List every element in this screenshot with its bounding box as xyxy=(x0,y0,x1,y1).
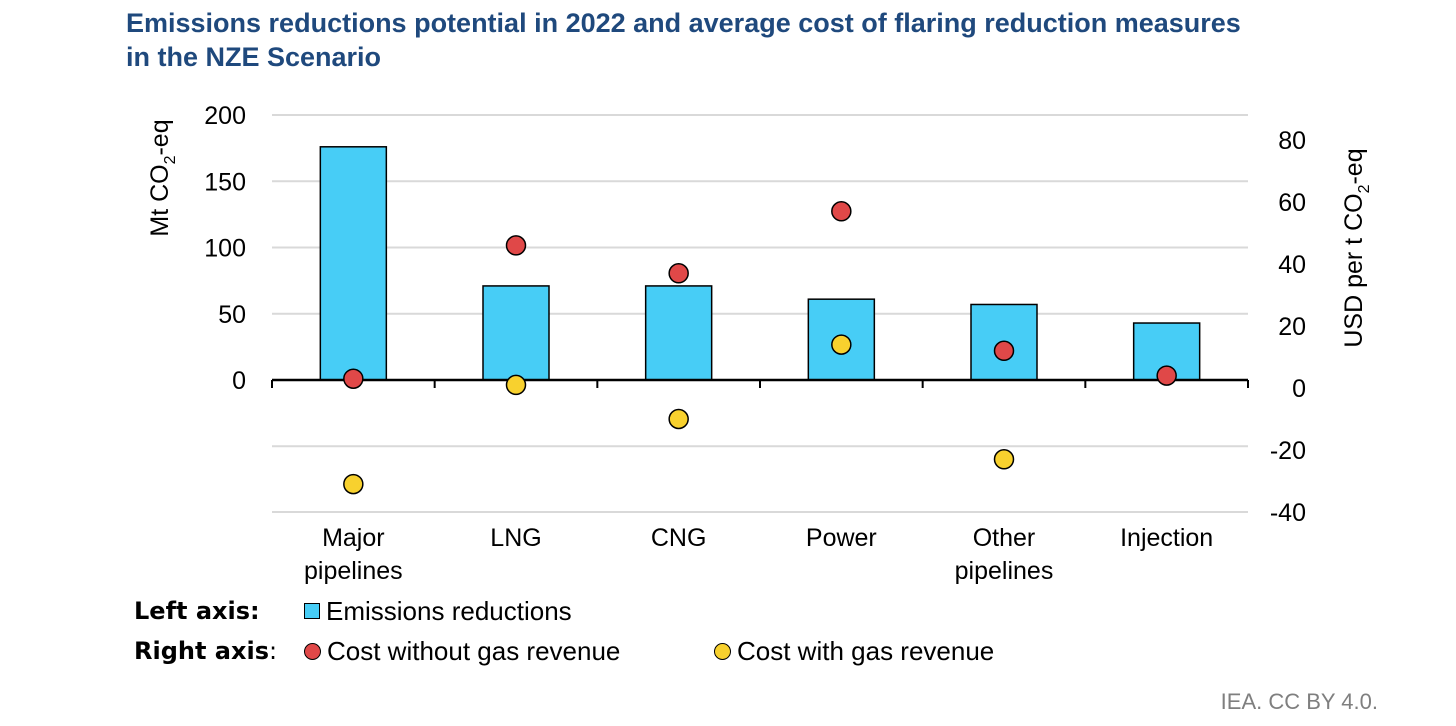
dot-series xyxy=(343,201,1177,495)
category-label: Injection xyxy=(1120,524,1213,552)
gridlines xyxy=(272,114,1248,513)
legend-item-cost-without-gas-revenue: Cost without gas revenue xyxy=(304,636,714,667)
dot-cost-without-gas-revenue xyxy=(505,235,527,256)
right-axis-title: USD per t CO2-eq xyxy=(1340,148,1373,347)
chart-title-line-1: Emissions reductions potential in 2022 a… xyxy=(126,8,1241,38)
left-axis-ticks: 200 150 100 50 0 xyxy=(204,102,246,395)
left-axis-tick-label: 50 xyxy=(218,301,246,329)
legend-bar-label: Emissions reductions xyxy=(326,595,572,626)
right-axis-ticks: 80 60 40 20 0 -20 -40 xyxy=(1270,127,1306,527)
bar-emissions-reductions xyxy=(319,146,388,381)
dot-cost-without-gas-revenue xyxy=(1156,365,1177,386)
chart-title: Emissions reductions potential in 2022 a… xyxy=(126,6,1426,74)
legend-yellow-label: Cost with gas revenue xyxy=(737,635,995,666)
source-credit: IEA. CC BY 4.0. xyxy=(1220,689,1378,714)
dot-cost-without-gas-revenue xyxy=(993,340,1015,362)
category-label: pipelines xyxy=(955,557,1054,585)
legend-right-axis-heading: Right axis: xyxy=(134,637,278,665)
right-axis-tick-label: 20 xyxy=(1278,313,1306,341)
dot-cost-with-gas-revenue xyxy=(668,408,689,430)
bar-swatch-icon xyxy=(304,603,320,619)
yellow-dot-icon xyxy=(714,642,731,660)
legend-red-label: Cost without gas revenue xyxy=(327,635,621,666)
legend-item-emissions-reductions: Emissions reductions xyxy=(304,596,572,627)
left-axis-tick-label: 200 xyxy=(204,102,246,130)
right-axis-tick-label: -40 xyxy=(1270,499,1306,527)
category-label: pipelines xyxy=(304,557,403,585)
legend-left-axis-row: Left axis: Emissions reductions xyxy=(134,594,572,628)
category-label: LNG xyxy=(490,524,541,552)
chart-title-line-2: in the NZE Scenario xyxy=(126,42,382,72)
bar-emissions-reductions xyxy=(482,285,550,381)
left-axis-title: Mt CO2-eq xyxy=(146,119,179,236)
right-axis-tick-label: 80 xyxy=(1278,127,1306,155)
bar-series xyxy=(319,146,1201,381)
right-axis-tick-label: 60 xyxy=(1278,189,1306,217)
dot-cost-without-gas-revenue xyxy=(831,201,852,222)
bar-emissions-reductions xyxy=(644,285,713,381)
legend-item-cost-with-gas-revenue: Cost with gas revenue xyxy=(714,636,994,667)
dot-cost-without-gas-revenue xyxy=(343,368,364,389)
dot-cost-with-gas-revenue xyxy=(993,449,1015,470)
dot-cost-with-gas-revenue xyxy=(343,473,364,495)
dot-cost-with-gas-revenue xyxy=(831,334,852,355)
right-axis-tick-label: -20 xyxy=(1270,437,1306,465)
left-axis-tick-label: 100 xyxy=(204,235,246,263)
left-axis-tick-label: 150 xyxy=(204,168,246,196)
red-dot-icon xyxy=(304,642,321,660)
right-axis-tick-label: 40 xyxy=(1278,251,1306,279)
dot-cost-without-gas-revenue xyxy=(668,263,689,284)
dot-cost-with-gas-revenue xyxy=(505,374,527,396)
category-label: Other xyxy=(973,524,1036,552)
zero-axis xyxy=(271,378,1249,388)
category-label: Major xyxy=(322,524,385,552)
category-labels: Major pipelines LNG CNG Power Other pipelines I… xyxy=(304,524,1213,585)
category-label: CNG xyxy=(651,524,707,552)
left-axis-tick-label: 0 xyxy=(232,367,246,395)
right-axis-tick-label: 0 xyxy=(1292,375,1306,403)
category-label: Power xyxy=(806,524,877,552)
legend-left-axis-heading: Left axis: xyxy=(134,597,260,625)
legend-right-axis-row: Right axis: Cost without gas revenue Cos… xyxy=(134,634,994,668)
